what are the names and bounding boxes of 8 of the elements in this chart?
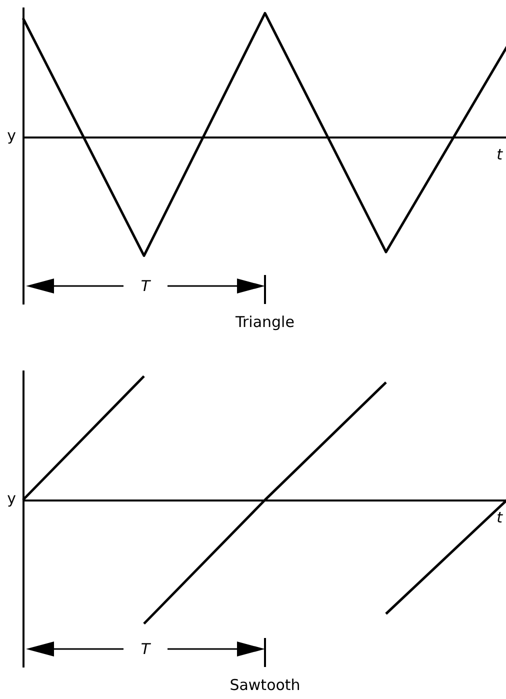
y-axis-title: y bbox=[7, 489, 16, 508]
text: T bbox=[140, 640, 152, 658]
x-axis-title: t bbox=[496, 145, 504, 164]
y-axis-title: y bbox=[7, 126, 16, 144]
x-axis-title: t bbox=[496, 508, 504, 526]
text: Sawtooth bbox=[230, 676, 300, 694]
text: T bbox=[140, 277, 152, 295]
text: Triangle bbox=[234, 313, 294, 331]
